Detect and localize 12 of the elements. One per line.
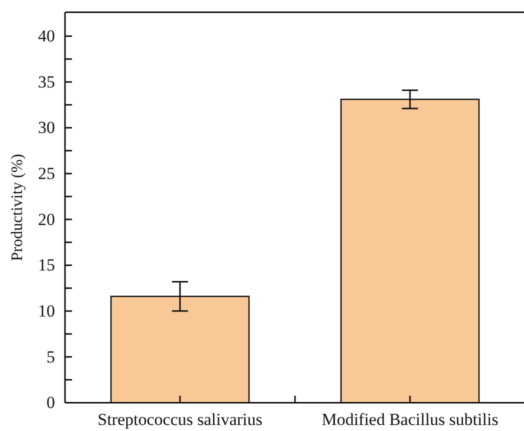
y-tick-label: 35 bbox=[38, 72, 55, 92]
y-tick-label: 5 bbox=[46, 347, 55, 366]
y-tick-label: 30 bbox=[38, 118, 55, 138]
y-tick-label: 25 bbox=[38, 164, 55, 184]
y-tick-label: 10 bbox=[38, 301, 55, 320]
x-tick-label: Modified Bacillus subtilis bbox=[322, 410, 498, 429]
y-tick-label: 0 bbox=[46, 393, 55, 412]
y-axis-title: Productivity (%) bbox=[9, 154, 26, 262]
y-tick-label: 20 bbox=[38, 210, 55, 229]
y-tick-label: 40 bbox=[38, 26, 55, 46]
y-tick-label: 15 bbox=[38, 256, 55, 275]
x-tick-label: Streptococcus salivarius bbox=[98, 410, 262, 429]
